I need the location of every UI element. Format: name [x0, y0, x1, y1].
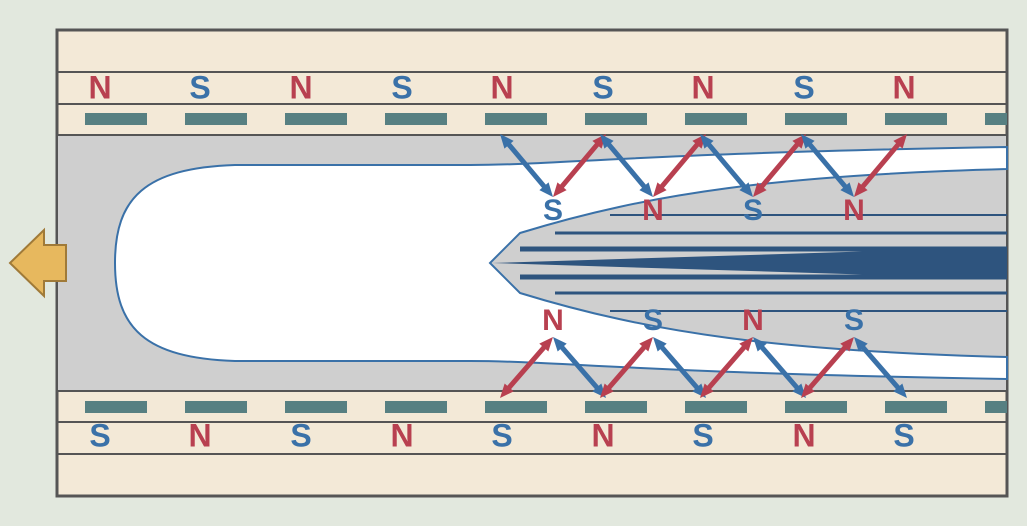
- pole-label: N: [843, 194, 865, 227]
- pole-label: S: [189, 69, 210, 105]
- coil-segment-top: [885, 113, 947, 125]
- pole-label: S: [692, 417, 713, 453]
- coil-segment-top: [185, 113, 247, 125]
- pole-label: N: [642, 194, 664, 227]
- pole-label: N: [289, 69, 312, 105]
- coil-segment-top: [685, 113, 747, 125]
- coil-segment-bottom: [485, 401, 547, 413]
- pole-label: S: [643, 304, 663, 337]
- coil-segment-bottom: [685, 401, 747, 413]
- pole-label: S: [89, 417, 110, 453]
- pole-label: S: [290, 417, 311, 453]
- pole-label: N: [490, 69, 513, 105]
- pole-label: S: [592, 69, 613, 105]
- pole-label: N: [88, 69, 111, 105]
- coil-segment-bottom: [885, 401, 947, 413]
- pole-label: S: [543, 194, 563, 227]
- pole-label: N: [390, 417, 413, 453]
- pole-label: S: [893, 417, 914, 453]
- pole-label: N: [591, 417, 614, 453]
- coil-segment-top: [85, 113, 147, 125]
- coil-segment-top: [285, 113, 347, 125]
- coil-segment-top: [585, 113, 647, 125]
- maglev-diagram: N S S N N S S N N S S N N S S N N S S N N S S N N S: [0, 0, 1027, 526]
- coil-segment-top: [985, 113, 1007, 125]
- pole-label: N: [691, 69, 714, 105]
- pole-label: N: [792, 417, 815, 453]
- coil-segment-top: [785, 113, 847, 125]
- pole-label: S: [844, 304, 864, 337]
- pole-label: N: [188, 417, 211, 453]
- pole-label: N: [892, 69, 915, 105]
- coil-segment-bottom: [185, 401, 247, 413]
- coil-segment-bottom: [585, 401, 647, 413]
- coil-segment-top: [385, 113, 447, 125]
- coil-segment-bottom: [785, 401, 847, 413]
- pole-label: S: [491, 417, 512, 453]
- pole-label: S: [793, 69, 814, 105]
- coil-segment-bottom: [285, 401, 347, 413]
- pole-label: S: [743, 194, 763, 227]
- pole-label: N: [542, 304, 564, 337]
- pole-label: N: [742, 304, 764, 337]
- coil-segment-top: [485, 113, 547, 125]
- coil-segment-bottom: [85, 401, 147, 413]
- coil-segment-bottom: [385, 401, 447, 413]
- coil-segment-bottom: [985, 401, 1007, 413]
- pole-label: S: [391, 69, 412, 105]
